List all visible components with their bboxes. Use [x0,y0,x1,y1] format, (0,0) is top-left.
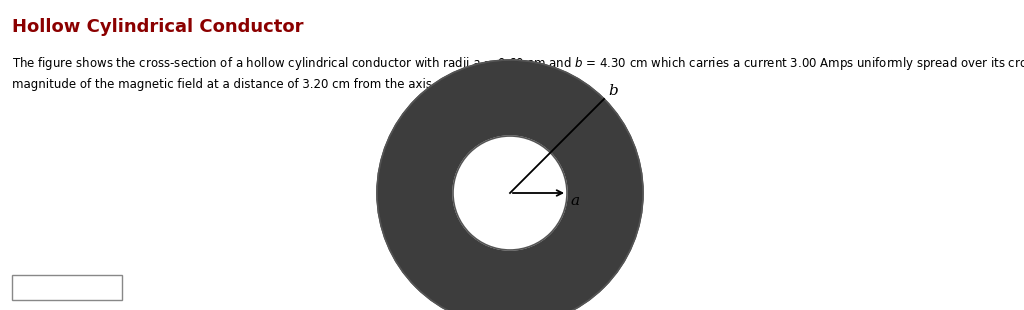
Text: b: b [608,84,617,98]
Bar [12,275,122,300]
Text: Hollow Cylindrical Conductor: Hollow Cylindrical Conductor [12,18,303,36]
Text: The figure shows the cross-section of a hollow cylindrical conductor with radii : The figure shows the cross-section of a … [12,55,1024,91]
Text: a: a [570,194,580,208]
Circle shape [453,136,567,250]
Circle shape [377,60,643,310]
